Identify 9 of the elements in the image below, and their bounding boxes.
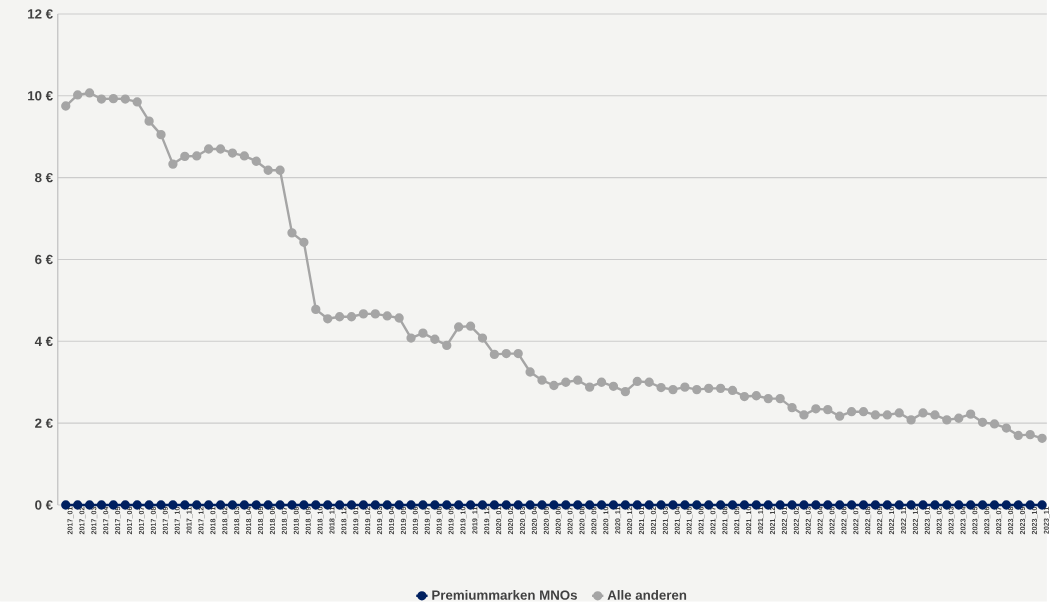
y-tick-label: 4 € xyxy=(34,336,53,347)
y-tick-label: 0 € xyxy=(35,500,53,510)
y-tick-label: 12 € xyxy=(28,9,53,19)
y-tick-label: 2 € xyxy=(35,418,53,428)
y-tick-label: 10 € xyxy=(28,91,53,101)
legend-label: Premiummarken MNOs xyxy=(432,590,577,600)
y-tick-label: 8 € xyxy=(35,172,53,183)
y-tick-label: 6 € xyxy=(35,254,53,265)
legend-label: Alle anderen xyxy=(607,590,687,600)
